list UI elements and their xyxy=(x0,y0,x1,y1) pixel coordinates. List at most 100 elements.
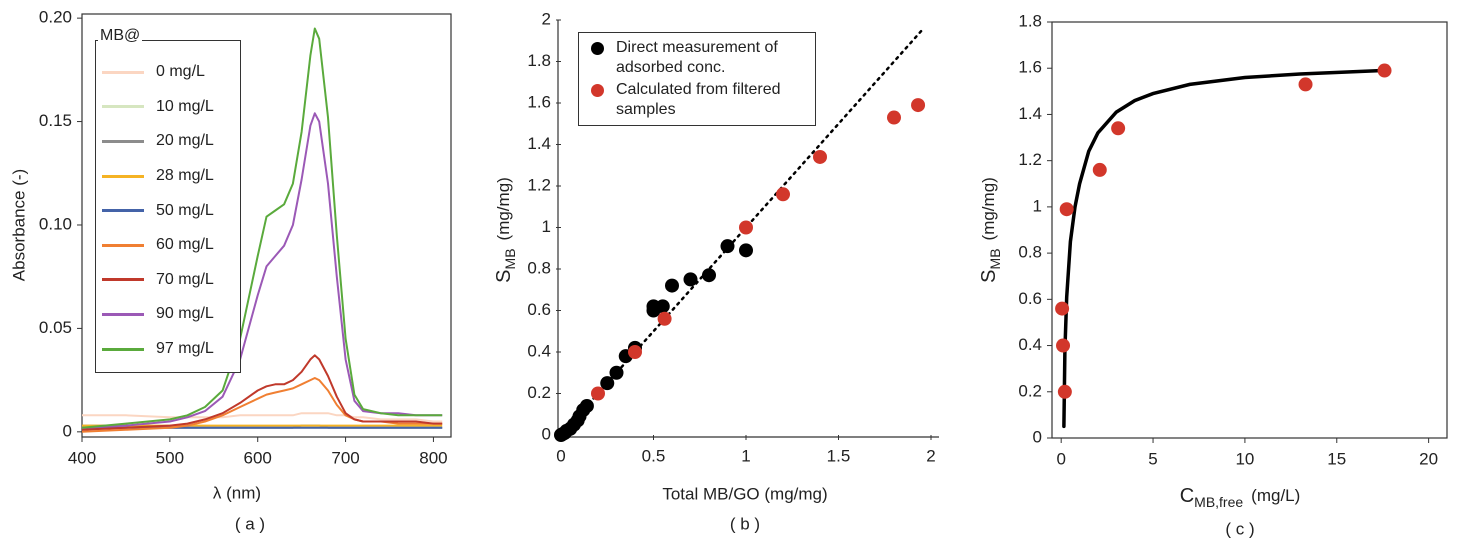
y-axis-label-main: S xyxy=(493,269,515,282)
y-tick-label: 0.05 xyxy=(39,318,72,337)
data-point xyxy=(739,220,753,235)
y-axis-label-unit: (mg/mg) xyxy=(979,177,998,240)
data-point xyxy=(776,187,790,202)
x-axis-label: CMB,free (mg/L) xyxy=(1180,485,1301,509)
y-tick-label: 1.2 xyxy=(527,175,551,194)
y-tick-label: 0 xyxy=(542,424,551,443)
legend-entry: 20 mg/L xyxy=(102,124,234,159)
x-axis-label: Total MB/GO (mg/mg) xyxy=(662,484,827,503)
plot-frame xyxy=(1051,21,1448,439)
data-point xyxy=(579,398,594,413)
x-tick-label: 600 xyxy=(244,448,272,467)
y-axis-label-main: S xyxy=(978,269,1000,282)
data-point xyxy=(1298,77,1313,92)
x-tick-label: 800 xyxy=(419,448,447,467)
x-tick-label: 400 xyxy=(68,448,96,467)
y-tick-label: 0.8 xyxy=(527,258,551,277)
legend-swatch xyxy=(591,84,604,97)
legend-swatch xyxy=(102,70,144,74)
legend-entry: 60 mg/L xyxy=(102,228,234,263)
spectrum-line xyxy=(81,27,443,429)
legend-entry: 28 mg/L xyxy=(102,159,234,194)
data-point xyxy=(1092,162,1107,177)
y-tick-label: 0.20 xyxy=(39,8,72,27)
y-axis-label: SMB (mg/mg) xyxy=(493,177,517,283)
legend-label: 97 mg/L xyxy=(156,340,214,358)
legend-label: Calculated from filtered samples xyxy=(616,81,781,118)
y-tick-label: 0.10 xyxy=(39,214,72,233)
y-tick-label: 1.4 xyxy=(527,134,551,153)
x-tick-label: 5 xyxy=(1148,449,1157,468)
y-tick-label: 0.6 xyxy=(1018,289,1042,308)
panel-caption: ( b ) xyxy=(730,514,760,533)
data-point xyxy=(1059,202,1074,217)
spectrum-line xyxy=(81,354,443,431)
x-tick-label: 2 xyxy=(926,446,935,465)
y-tick-label: 0.15 xyxy=(39,111,72,130)
data-point xyxy=(683,272,698,287)
legend: Direct measurement of adsorbed conc. Calc… xyxy=(578,32,816,126)
x-tick-label: 0.5 xyxy=(642,446,666,465)
x-tick-label: 0 xyxy=(1056,449,1065,468)
y-axis-label: SMB (mg/mg) xyxy=(978,177,1002,283)
y-tick-label: 1.6 xyxy=(527,92,551,111)
y-tick-label: 1.6 xyxy=(1018,58,1042,77)
legend-entry: Direct measurement of adsorbed conc. xyxy=(585,38,809,78)
legend-title: MB@ xyxy=(98,27,143,45)
y-axis-label-unit: (mg/mg) xyxy=(494,177,513,240)
x-tick-label: 1 xyxy=(741,446,750,465)
legend-swatch xyxy=(102,347,144,351)
legend-swatch xyxy=(102,312,144,316)
fit-line xyxy=(1062,68,1385,429)
y-tick-label: 0.8 xyxy=(1018,243,1042,262)
legend-swatch xyxy=(591,42,604,55)
legend-label: 90 mg/L xyxy=(156,305,214,323)
y-tick-label: 2 xyxy=(542,9,551,28)
data-point xyxy=(628,345,642,359)
data-point xyxy=(1055,301,1070,316)
panel: 400 500 600 700 800 0 0.05 0.10 0.15 0.20 λ (nm) Ab… xyxy=(9,8,452,533)
y-tick-label: 0.4 xyxy=(1018,335,1042,354)
data-point xyxy=(739,243,753,258)
legend-label: 70 mg/L xyxy=(156,270,214,288)
spectrum-line xyxy=(82,412,443,423)
x-tick-label: 10 xyxy=(1235,449,1254,468)
y-axis-label-sub: MB xyxy=(502,248,518,269)
y-tick-label: 1 xyxy=(1033,196,1042,215)
panel-caption: ( a ) xyxy=(235,514,265,533)
data-point xyxy=(1056,338,1071,353)
legend-entry: 10 mg/L xyxy=(102,90,234,125)
data-point xyxy=(1057,384,1072,399)
y-tick-label: 0.4 xyxy=(527,341,551,360)
panel: 0 5 10 15 20 0 0.2 0.4 0.6 0.8 1 1.2 1.4 1.6 1.8 CMB,fr… xyxy=(978,11,1448,538)
legend-entry: 97 mg/L xyxy=(102,332,234,367)
legend-swatch xyxy=(102,105,144,109)
legend-label: 20 mg/L xyxy=(156,132,214,150)
legend-entry: Calculated from filtered samples xyxy=(585,80,809,120)
y-tick-label: 0 xyxy=(63,421,72,440)
y-tick-label: 1.8 xyxy=(1018,11,1042,30)
panel-caption: ( c ) xyxy=(1225,519,1254,538)
legend-entry: 0 mg/L xyxy=(102,55,234,90)
x-tick-label: 1.5 xyxy=(827,446,851,465)
data-point xyxy=(657,311,672,326)
x-axis-label-sub: MB,free xyxy=(1194,494,1243,510)
legend-swatch xyxy=(102,278,144,282)
legend-swatch xyxy=(102,174,144,178)
x-tick-label: 15 xyxy=(1327,449,1346,468)
y-axis-label-sub: MB xyxy=(987,248,1003,269)
legend-label: 60 mg/L xyxy=(156,236,214,254)
data-point xyxy=(911,98,926,113)
data-point xyxy=(813,149,827,164)
legend-label: Direct measurement of adsorbed conc. xyxy=(616,39,778,76)
x-tick-label: 700 xyxy=(331,448,359,467)
x-axis-label-unit: (mg/L) xyxy=(1251,486,1300,505)
data-point xyxy=(887,110,901,125)
data-point xyxy=(1111,121,1126,136)
y-tick-label: 1.4 xyxy=(1018,104,1042,123)
y-tick-label: 0 xyxy=(1033,427,1042,446)
data-point xyxy=(720,239,735,254)
y-tick-label: 1 xyxy=(542,217,551,236)
